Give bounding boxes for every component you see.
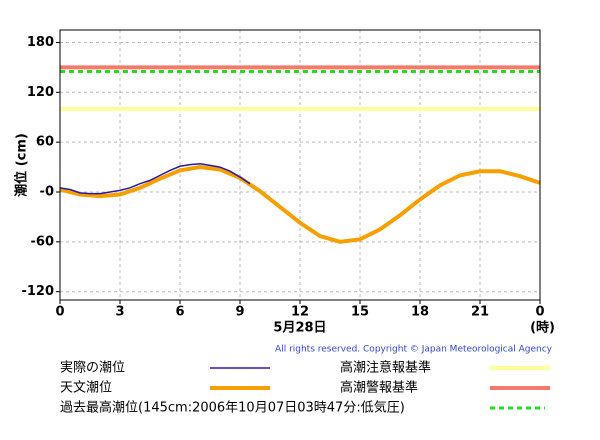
legend-label: 高潮警報基準 [340, 380, 418, 396]
y-tick-label: 120 [27, 85, 54, 100]
y-tick-label: -120 [21, 284, 54, 299]
y-tick-label: -60 [31, 234, 55, 249]
y-tick-label: -0 [40, 185, 54, 200]
x-tick-label: 21 [471, 305, 489, 320]
legend-label: 実際の潮位 [60, 360, 125, 376]
x-tick-label: 0 [55, 305, 64, 320]
x-tick-label: 6 [175, 305, 184, 320]
x-tick-label: 12 [291, 305, 309, 320]
y-tick-label: 180 [27, 35, 54, 50]
series-line [59, 162, 251, 195]
x-axis-unit: (時) [530, 320, 555, 336]
copyright: All rights reserved. Copyright © Japan M… [275, 345, 553, 355]
x-tick-label: 9 [235, 305, 244, 320]
plot-frame [59, 29, 541, 301]
x-tick-label: 0 [535, 305, 544, 320]
y-axis-label: 潮位 (cm) [14, 133, 30, 197]
x-axis-label: 5月28日 [273, 321, 326, 336]
x-tick-label: 15 [351, 305, 369, 320]
y-tick-label: 60 [36, 135, 54, 150]
legend-label: 過去最高潮位(145cm:2006年10月07日03時47分:低気圧) [60, 400, 405, 416]
legend-label: 高潮注意報基準 [340, 360, 431, 376]
legend-label: 天文潮位 [60, 381, 112, 396]
x-tick-label: 3 [115, 305, 124, 320]
x-tick-label: 18 [411, 305, 429, 320]
series-line [59, 165, 541, 244]
